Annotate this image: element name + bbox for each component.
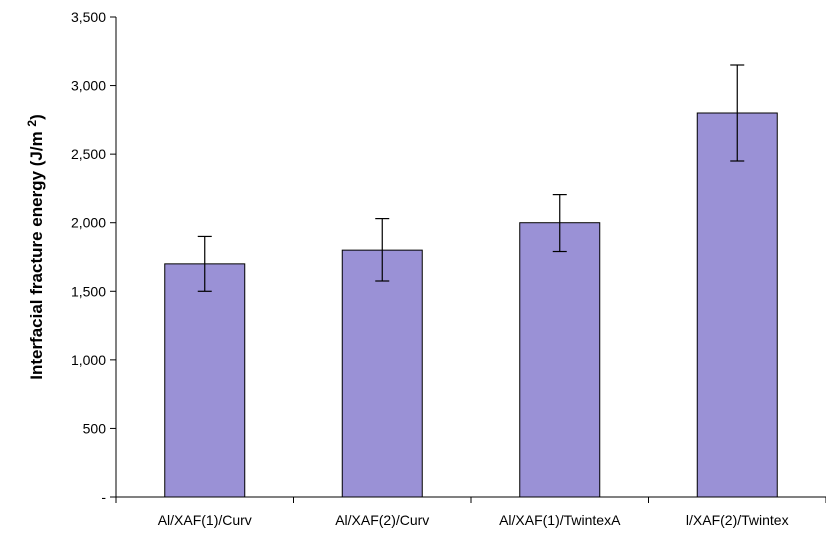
y-tick-label: - (101, 489, 106, 505)
error-bar (552, 194, 567, 253)
bar (696, 112, 778, 498)
x-tick-label: Al/XAF(1)/Curv (158, 512, 252, 528)
y-tick-label: 3,000 (71, 78, 106, 94)
error-bar (197, 235, 212, 292)
x-tick-label: Al/XAF(2)/Curv (335, 512, 429, 528)
bars (164, 112, 778, 498)
error-bar (730, 64, 745, 162)
y-tick-label: 1,500 (71, 283, 106, 299)
y-tick-label: 500 (83, 420, 107, 436)
bar (519, 222, 601, 498)
x-tick-label: Al/XAF(1)/TwintexA (499, 512, 621, 528)
y-axis: - 500 1,000 1,500 2,000 2,500 3,000 3,500 (71, 9, 117, 505)
bar (164, 263, 246, 498)
x-axis: Al/XAF(1)/Curv Al/XAF(2)/Curv Al/XAF(1)/Tw… (115, 496, 826, 528)
x-tick-label: l/XAF(2)/Twintex (686, 512, 789, 528)
bar (341, 249, 423, 498)
error-bar (375, 218, 390, 282)
y-tick-label: 2,500 (71, 146, 106, 162)
y-tick-label: 3,500 (71, 9, 106, 25)
error-bars (197, 64, 745, 292)
y-tick-label: 1,000 (71, 352, 106, 368)
y-tick-label: 2,000 (71, 215, 106, 231)
y-axis-label: Interfacial fracture energy (J/m 2) (25, 114, 46, 380)
